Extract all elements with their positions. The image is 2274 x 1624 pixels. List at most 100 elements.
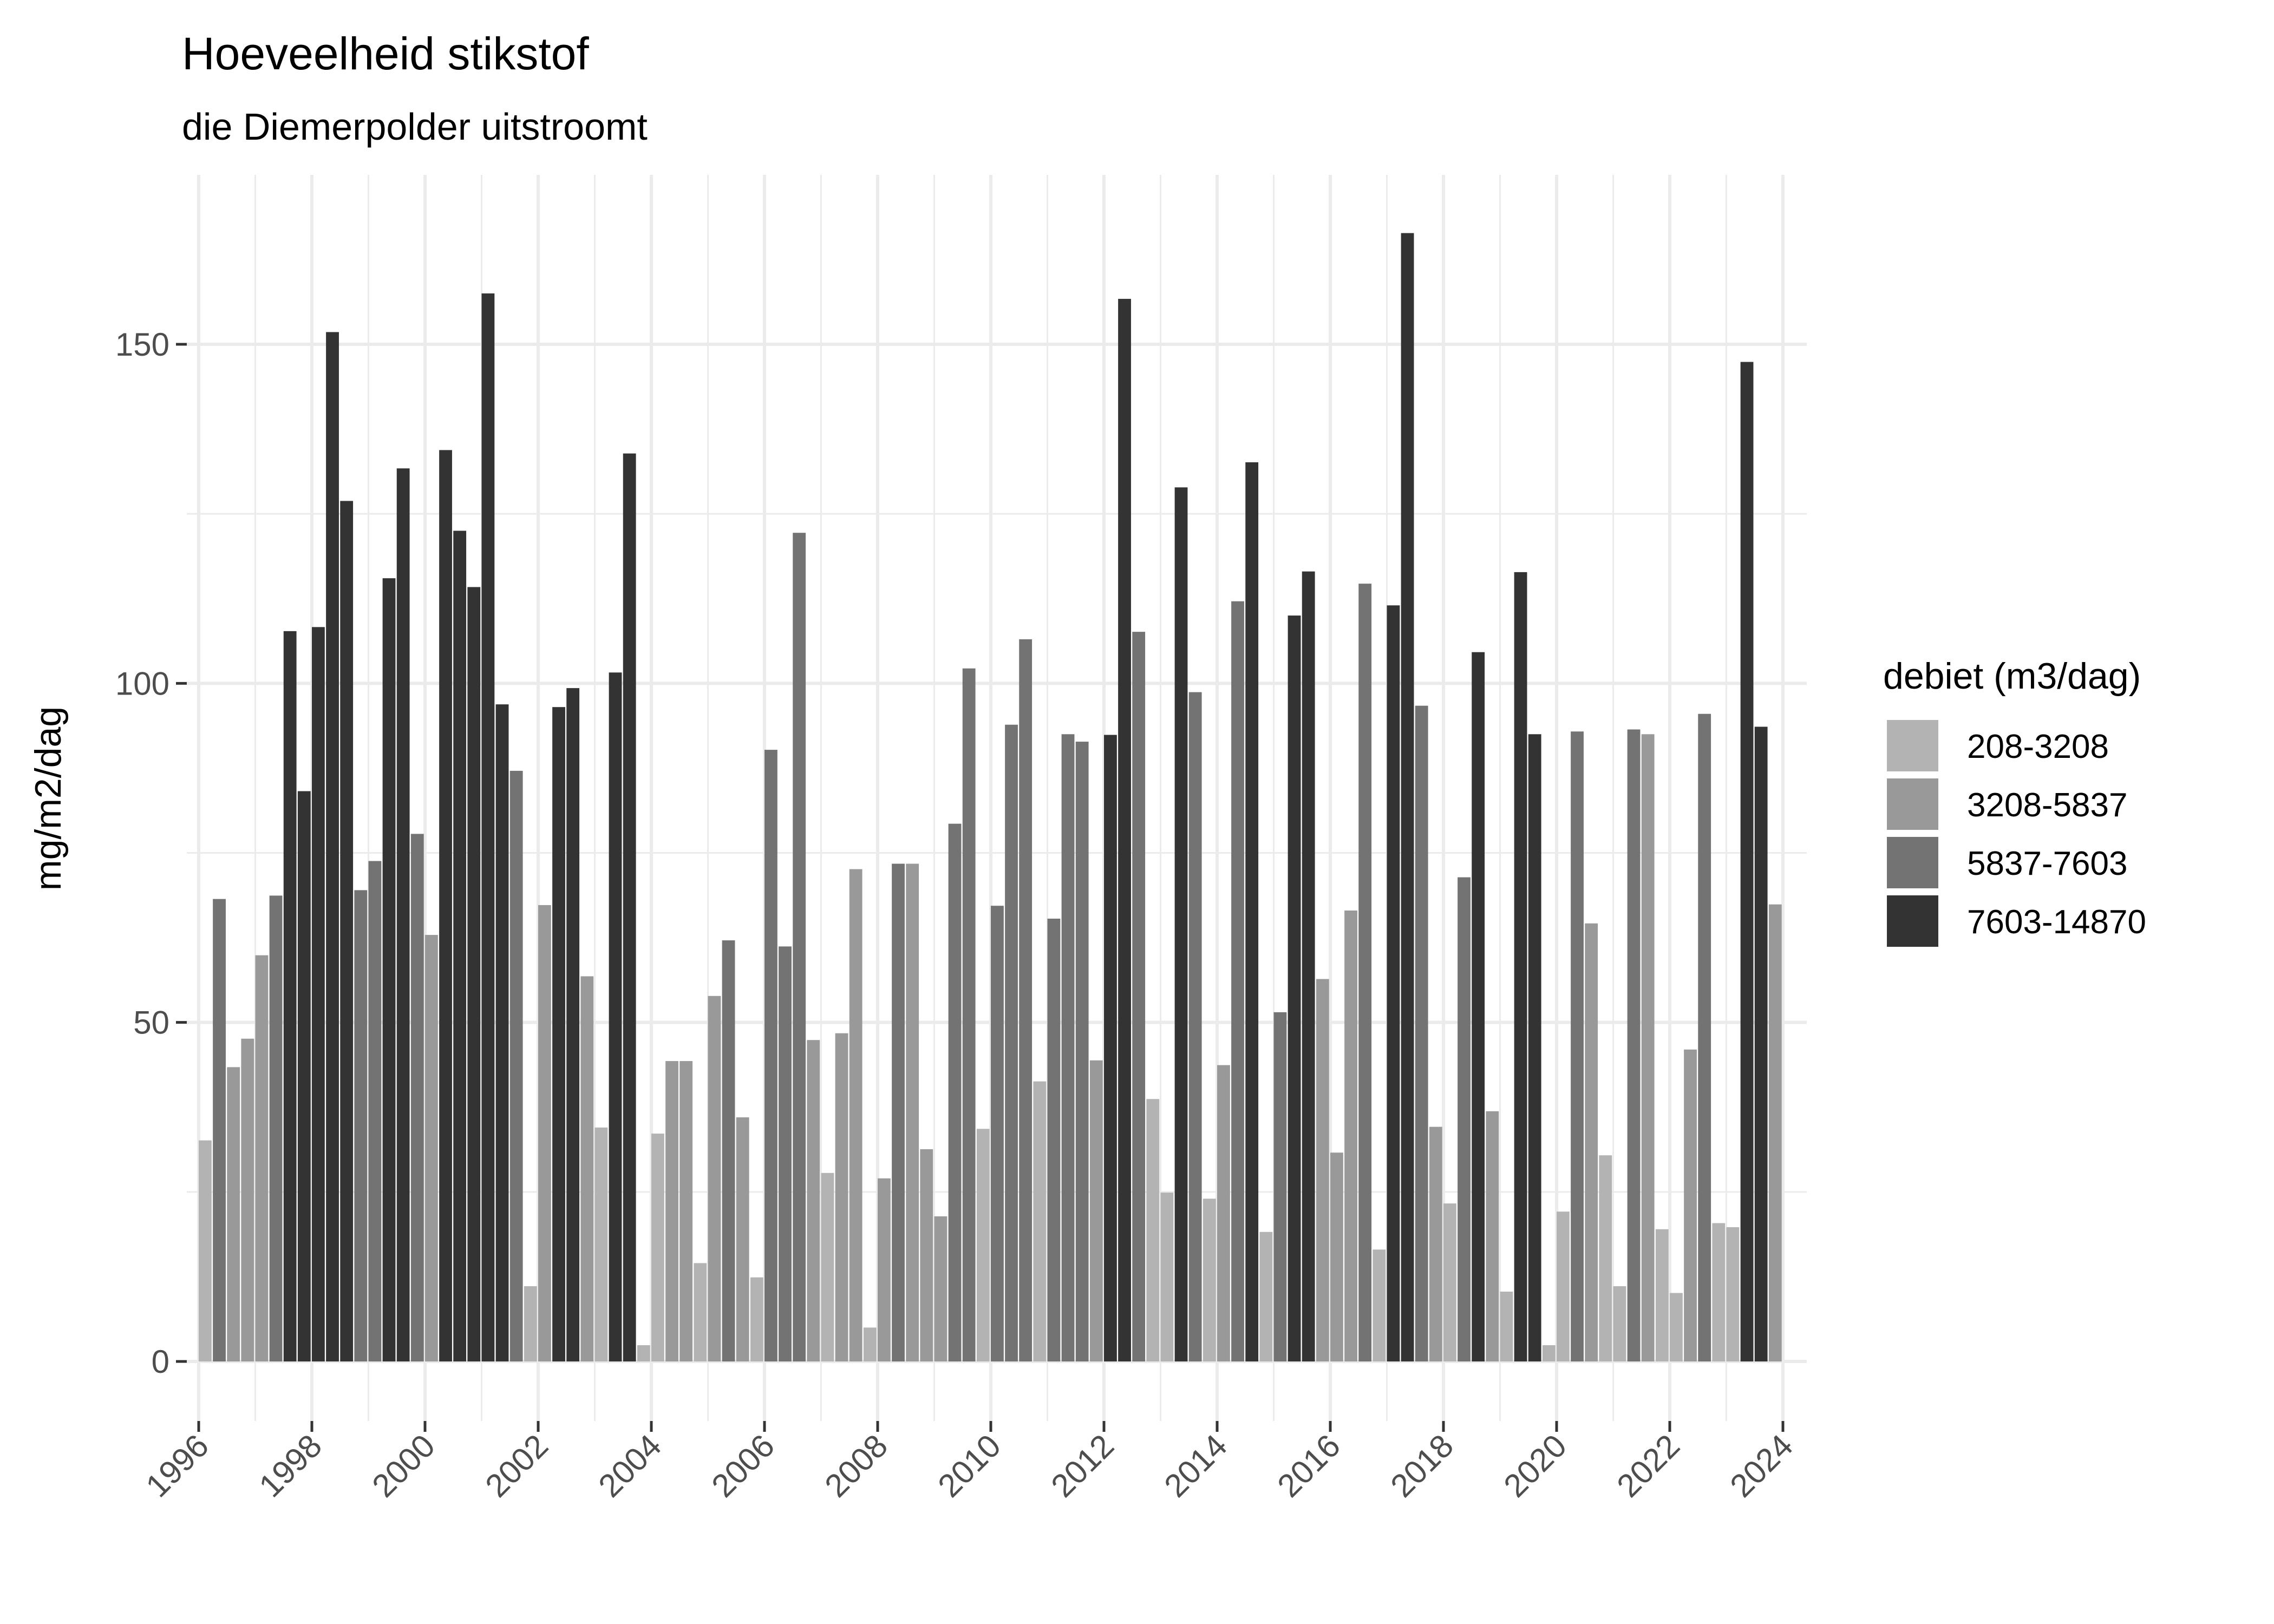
bar (1118, 299, 1131, 1362)
bar (1514, 572, 1527, 1361)
bar (1641, 734, 1655, 1361)
bar (1174, 487, 1188, 1361)
bar (269, 895, 283, 1361)
bar (679, 1061, 693, 1361)
bar (1768, 904, 1782, 1361)
bar (1019, 639, 1033, 1361)
bar (920, 1149, 933, 1361)
x-tick-label: 2020 (1497, 1427, 1573, 1504)
bar (1627, 729, 1641, 1361)
bar (199, 1140, 212, 1361)
bar (906, 863, 919, 1361)
bar (312, 627, 325, 1361)
x-tick-label: 2024 (1723, 1427, 1800, 1504)
bar (1443, 1203, 1456, 1361)
x-tick-label: 2018 (1383, 1427, 1460, 1504)
bar (1047, 919, 1061, 1361)
bar (580, 976, 594, 1361)
bar (694, 1263, 707, 1361)
x-tick-label: 1996 (139, 1427, 215, 1504)
legend-title: debiet (m3/dag) (1883, 656, 2141, 697)
bar (863, 1327, 877, 1361)
bar (1358, 584, 1372, 1361)
y-tick-label: 150 (115, 326, 169, 363)
bar (1005, 724, 1018, 1361)
bar (1698, 713, 1711, 1361)
bar (255, 955, 269, 1361)
bar (1585, 923, 1598, 1361)
bar (1061, 734, 1075, 1361)
bar (213, 899, 226, 1361)
bar (552, 707, 565, 1361)
bar (1302, 571, 1315, 1361)
bar (1599, 1155, 1612, 1361)
bar (722, 940, 735, 1361)
bar (1542, 1345, 1556, 1361)
bar (609, 672, 622, 1361)
bar (382, 578, 396, 1361)
bar (1415, 705, 1428, 1361)
bar (326, 332, 339, 1361)
bar (1387, 605, 1400, 1361)
bar (1330, 1152, 1343, 1361)
bar (1188, 692, 1202, 1361)
bar (1373, 1249, 1386, 1361)
legend: debiet (m3/dag) 208-3208 3208-5837 5837-76… (1883, 656, 2146, 947)
legend-key (1887, 895, 1938, 947)
bar (1033, 1081, 1047, 1361)
bar (1712, 1223, 1726, 1361)
bar (651, 1134, 664, 1361)
x-tick-label: 2000 (365, 1427, 442, 1504)
bar (1146, 1099, 1160, 1361)
bar (1613, 1286, 1626, 1361)
legend-label: 208-3208 (1967, 728, 2109, 765)
bar (1458, 877, 1471, 1361)
bar (354, 890, 368, 1361)
bar (340, 501, 354, 1362)
bar (509, 770, 523, 1361)
bar (1684, 1049, 1697, 1361)
bar (991, 906, 1004, 1361)
bar (708, 996, 721, 1361)
bar (849, 869, 862, 1361)
bar (1429, 1127, 1442, 1361)
x-tick-label: 2016 (1270, 1427, 1347, 1504)
bar (637, 1345, 650, 1361)
bar (1472, 652, 1485, 1361)
bar (1089, 1060, 1103, 1361)
bar (835, 1033, 848, 1361)
bar (1486, 1111, 1499, 1361)
bar (566, 688, 580, 1361)
x-tick-label: 2022 (1610, 1427, 1687, 1504)
legend-key (1887, 837, 1938, 888)
bars (199, 233, 1782, 1362)
bar (425, 935, 438, 1361)
bar (1259, 1232, 1273, 1361)
x-tick-label: 2010 (931, 1427, 1008, 1504)
y-tick-label: 100 (115, 665, 169, 702)
bar (750, 1277, 763, 1361)
bar (1401, 233, 1414, 1361)
bar (481, 293, 495, 1361)
bar (1528, 734, 1541, 1361)
bar (948, 823, 962, 1361)
y-axis-title: mg/m2/dag (28, 706, 69, 890)
bar (779, 946, 792, 1361)
y-tick-label: 0 (152, 1344, 169, 1380)
bar (524, 1286, 537, 1361)
legend-label: 5837-7603 (1967, 845, 2128, 882)
bar (594, 1127, 608, 1361)
bar (1571, 731, 1584, 1361)
bar (538, 905, 551, 1361)
bar (1288, 615, 1301, 1361)
bar (1726, 1227, 1740, 1361)
bar (1740, 362, 1754, 1361)
bar (878, 1178, 891, 1361)
bar (368, 861, 382, 1361)
bar (1203, 1199, 1216, 1361)
bar (665, 1061, 678, 1361)
x-tick-label: 2008 (818, 1427, 894, 1504)
legend-label: 7603-14870 (1967, 903, 2146, 941)
bar (439, 450, 452, 1361)
